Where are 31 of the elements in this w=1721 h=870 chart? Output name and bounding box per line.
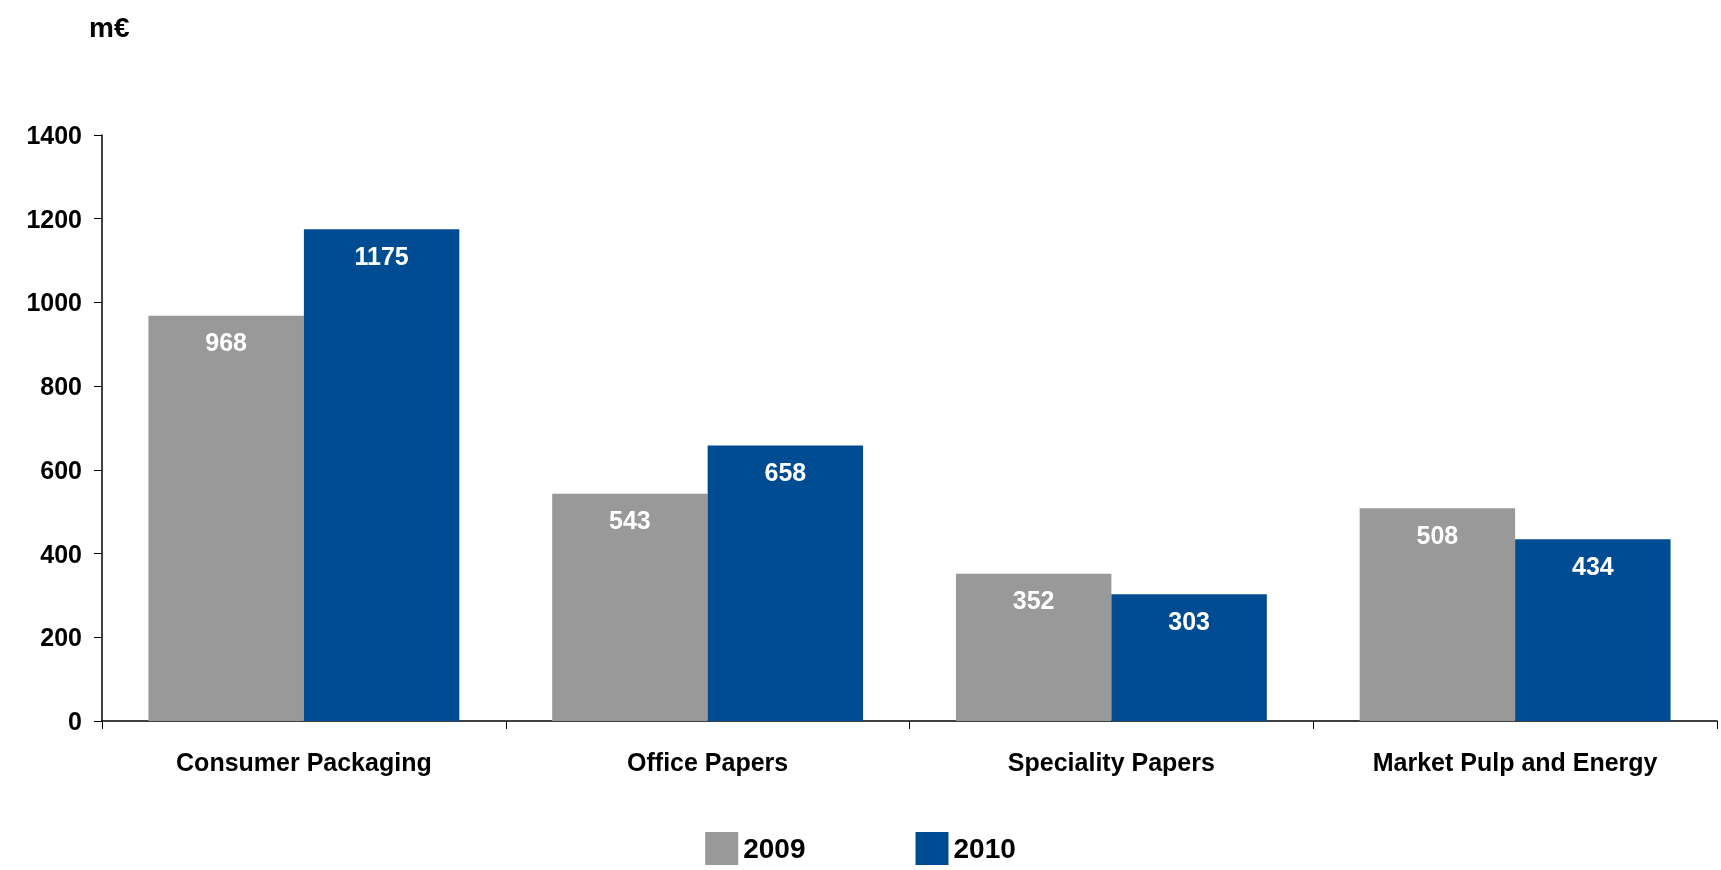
bar	[707, 445, 864, 721]
data-label: 352	[1012, 586, 1055, 615]
y-tick-label: 1200	[26, 204, 82, 233]
data-label: 434	[1571, 551, 1614, 580]
x-tick-label: Office Papers	[627, 747, 789, 776]
bar	[148, 315, 304, 721]
bar	[1111, 594, 1267, 721]
x-tick-label: Market Pulp and Energy	[1372, 747, 1658, 776]
bar	[303, 229, 460, 721]
y-tick-label: 200	[40, 623, 82, 652]
y-axis-title: m€	[89, 11, 130, 43]
y-tick-label: 600	[40, 455, 82, 484]
data-label: 543	[609, 506, 651, 535]
legend-label: 2009	[743, 833, 806, 864]
data-label: 1175	[354, 241, 409, 270]
x-tick-label: Consumer Packaging	[176, 747, 432, 776]
y-tick-label: 400	[40, 539, 82, 568]
y-tick-label: 1000	[26, 288, 82, 317]
data-label: 303	[1168, 606, 1210, 635]
data-label: 508	[1416, 520, 1459, 549]
data-label: 658	[764, 458, 807, 487]
x-tick-label: Speciality Papers	[1007, 747, 1215, 776]
legend-label: 2010	[953, 833, 1016, 864]
bar	[955, 573, 1112, 721]
data-label: 968	[205, 328, 248, 357]
y-tick-label: 800	[40, 372, 82, 401]
bar	[552, 493, 708, 721]
y-tick-label: 0	[68, 707, 82, 735]
bar	[1515, 539, 1671, 721]
bar	[1359, 508, 1516, 721]
y-tick-label: 1400	[26, 121, 82, 149]
